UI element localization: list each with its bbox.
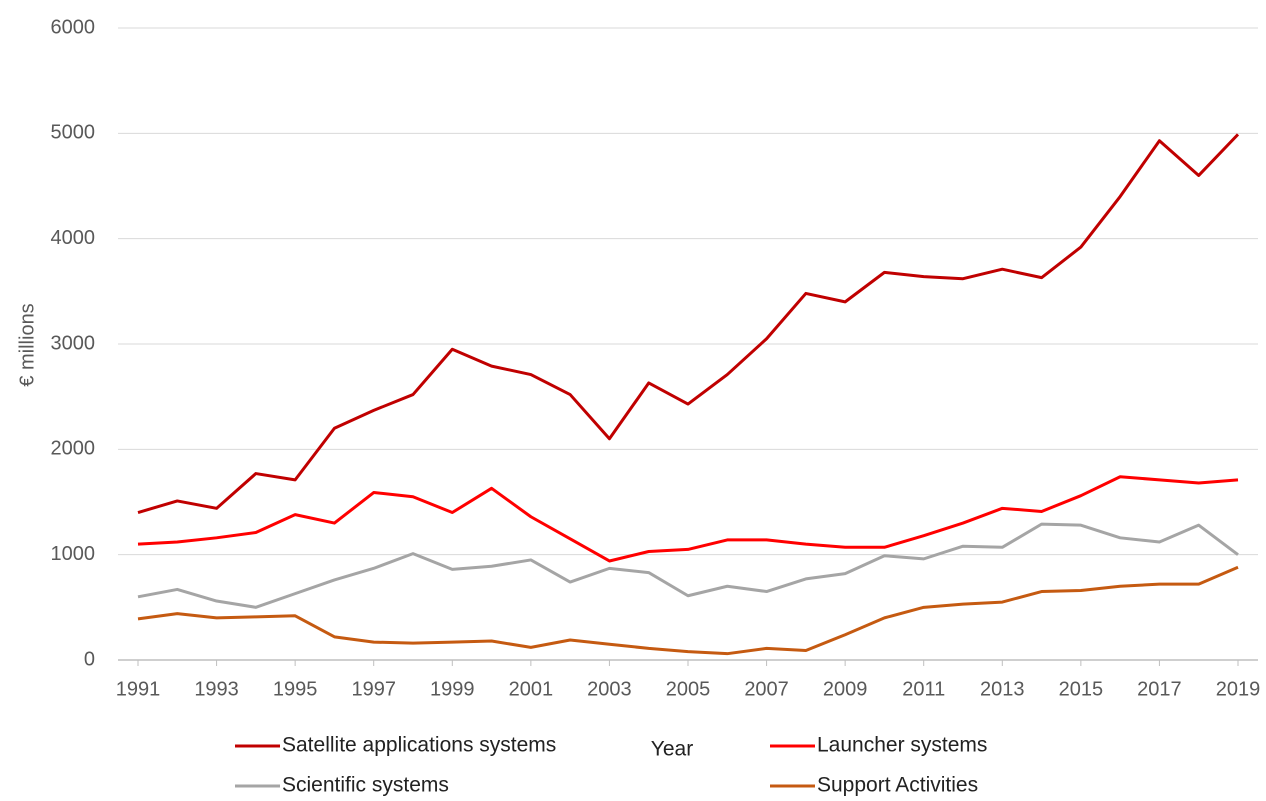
x-tick-label: 2019 bbox=[1216, 678, 1261, 700]
legend-label: Launcher systems bbox=[817, 734, 987, 757]
series-line bbox=[137, 565, 1239, 656]
series-line bbox=[137, 475, 1239, 563]
x-axis-label: Year bbox=[651, 738, 693, 761]
x-tick-label: 1997 bbox=[351, 678, 396, 700]
y-tick-label: 2000 bbox=[51, 438, 96, 460]
y-tick-label: 4000 bbox=[51, 227, 96, 249]
x-tick-label: 1991 bbox=[116, 678, 161, 700]
x-tick-label: 2007 bbox=[744, 678, 789, 700]
x-tick-label: 1995 bbox=[273, 678, 318, 700]
series-line bbox=[137, 133, 1240, 514]
y-tick-label: 5000 bbox=[51, 122, 96, 144]
legend-label: Scientific systems bbox=[282, 774, 449, 797]
y-tick-label: 0 bbox=[84, 648, 95, 670]
legend-label: Support Activities bbox=[817, 774, 978, 797]
legend-label: Satellite applications systems bbox=[282, 734, 556, 757]
x-tick-label: 2011 bbox=[902, 678, 945, 700]
x-tick-label: 2001 bbox=[509, 678, 554, 700]
y-tick-label: 6000 bbox=[51, 16, 96, 38]
x-tick-label: 2003 bbox=[587, 678, 632, 700]
x-tick-label: 1993 bbox=[194, 678, 239, 700]
y-tick-label: 1000 bbox=[51, 543, 96, 565]
y-tick-label: 3000 bbox=[51, 332, 96, 354]
x-tick-label: 2017 bbox=[1137, 678, 1182, 700]
x-tick-label: 2013 bbox=[980, 678, 1025, 700]
x-tick-label: 2009 bbox=[823, 678, 868, 700]
x-tick-label: 2005 bbox=[666, 678, 711, 700]
x-tick-label: 1999 bbox=[430, 678, 475, 700]
y-axis-label: € millions bbox=[16, 303, 38, 386]
x-tick-label: 2015 bbox=[1059, 678, 1104, 700]
series-line bbox=[137, 522, 1239, 609]
